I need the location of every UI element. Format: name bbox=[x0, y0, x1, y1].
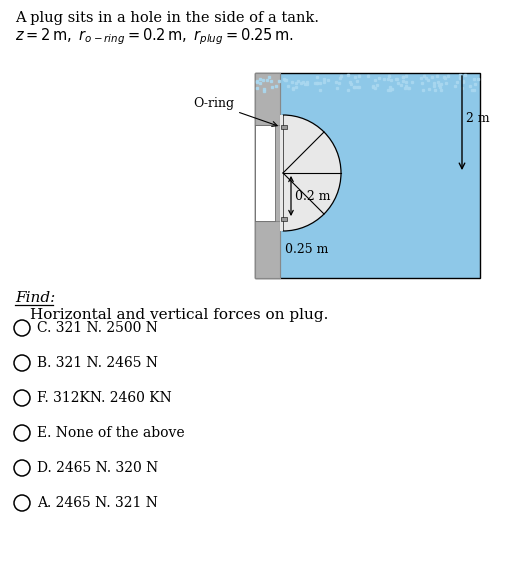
Bar bbox=[280, 115, 283, 231]
Text: E. None of the above: E. None of the above bbox=[37, 426, 185, 440]
Text: O-ring: O-ring bbox=[193, 97, 277, 127]
Text: A plug sits in a hole in the side of a tank.: A plug sits in a hole in the side of a t… bbox=[15, 11, 319, 25]
Text: A. 2465 N. 321 N: A. 2465 N. 321 N bbox=[37, 496, 158, 510]
Text: Horizontal and vertical forces on plug.: Horizontal and vertical forces on plug. bbox=[30, 308, 328, 322]
Bar bbox=[255, 73, 480, 278]
Text: Find:: Find: bbox=[15, 291, 55, 305]
Bar bbox=[255, 73, 280, 125]
Bar bbox=[255, 125, 275, 221]
Text: 0.2 m: 0.2 m bbox=[295, 189, 330, 202]
Text: F. 312KN. 2460 KN: F. 312KN. 2460 KN bbox=[37, 391, 172, 405]
Bar bbox=[281, 217, 287, 221]
Bar bbox=[255, 221, 280, 278]
Text: B. 321 N. 2465 N: B. 321 N. 2465 N bbox=[37, 356, 158, 370]
Text: $z = 2\,\mathrm{m},\ r_{o-ring} = 0.2\,\mathrm{m},\ r_{plug} = 0.25\,\mathrm{m}.: $z = 2\,\mathrm{m},\ r_{o-ring} = 0.2\,\… bbox=[15, 26, 294, 47]
Bar bbox=[281, 125, 287, 129]
Text: 0.25 m: 0.25 m bbox=[285, 243, 328, 256]
Wedge shape bbox=[283, 115, 341, 231]
Text: 2 m: 2 m bbox=[466, 111, 490, 125]
Text: C. 321 N. 2500 N: C. 321 N. 2500 N bbox=[37, 321, 158, 335]
Text: D. 2465 N. 320 N: D. 2465 N. 320 N bbox=[37, 461, 158, 475]
Bar bbox=[255, 73, 280, 278]
